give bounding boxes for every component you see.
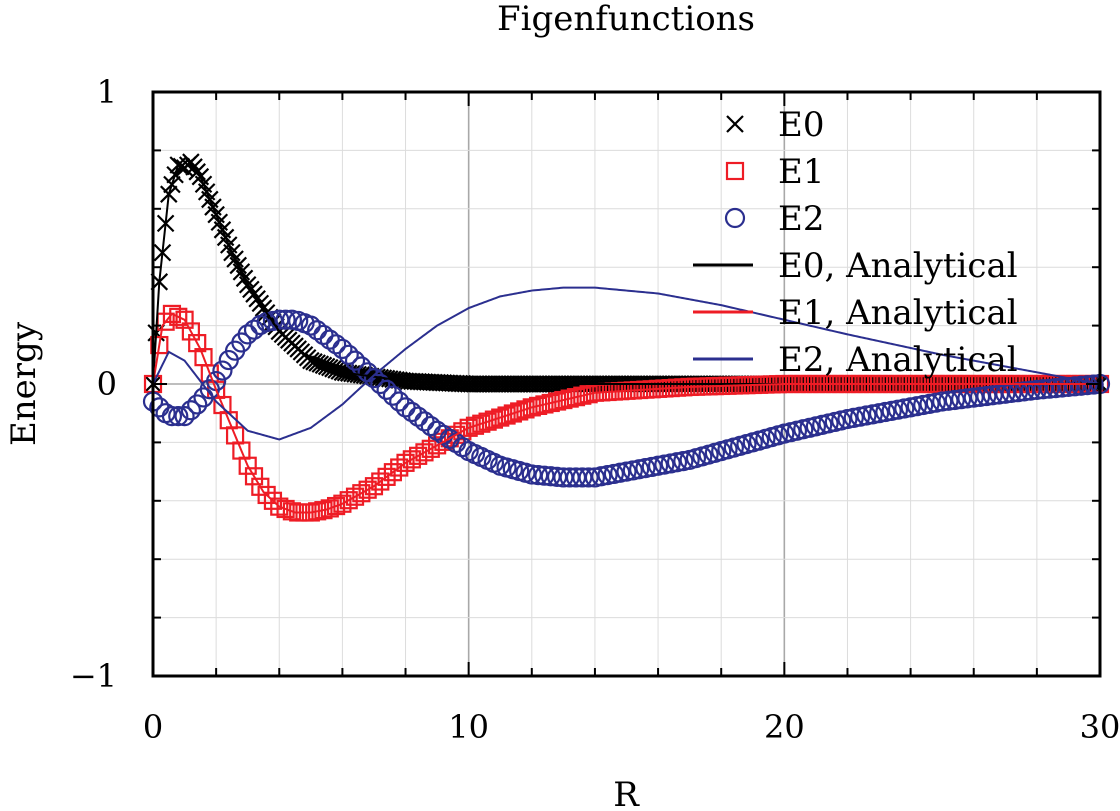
series-line-e1-analytical [152, 312, 1100, 514]
data-point-square-e1 [478, 412, 497, 431]
data-point-square-e1 [276, 499, 295, 519]
legend-swatch-marker [725, 161, 745, 181]
data-point-circle-e2 [389, 391, 410, 412]
data-point-circle-e2 [376, 379, 397, 400]
x-tick-label: 0 [143, 708, 163, 746]
legend: E0 E1 E2 E0, Analytical E1, Analytical E2, An… [693, 105, 1018, 380]
data-point-circle-e2 [1077, 375, 1098, 396]
data-point-circle-e2 [161, 406, 183, 427]
legend-label: E1 [778, 152, 824, 192]
legend-swatch-marker [726, 115, 744, 133]
data-point-square-e1 [535, 395, 554, 414]
data-point-square-e1 [554, 390, 573, 410]
series-e2-analytical [152, 286, 1101, 441]
data-point-circle-e2 [370, 373, 391, 395]
x-axis-label: R [613, 775, 640, 811]
legend-label: E2 [778, 199, 824, 239]
data-point-square-e1 [465, 416, 485, 435]
data-point-square-e1 [150, 335, 169, 355]
y-tick-label: −1 [70, 657, 117, 695]
data-point-square-e1 [459, 418, 478, 437]
data-point-square-e1 [326, 496, 346, 516]
data-point-circle-e2 [951, 389, 972, 410]
data-point-square-e1 [541, 393, 560, 413]
data-point-circle-e2 [325, 334, 347, 355]
legend-label: E2, Analytical [778, 340, 1018, 380]
y-tick-label: 0 [97, 365, 117, 403]
x-tick-label: 20 [764, 708, 805, 746]
y-tick-label: 1 [97, 73, 117, 111]
data-point-square-e1 [383, 463, 403, 482]
data-point-square-e1 [573, 386, 592, 405]
data-point-square-e1 [320, 499, 339, 518]
data-point-circle-e2 [1014, 381, 1035, 402]
data-point-square-e1 [270, 497, 289, 516]
data-point-square-e1 [547, 392, 567, 411]
series-layer [142, 153, 1111, 522]
series-e2 [142, 309, 1111, 488]
data-point-circle-e2 [969, 386, 991, 407]
data-point-square-e1 [282, 502, 301, 521]
legend-label: E0, Analytical [778, 246, 1018, 286]
legend-swatch-marker [724, 207, 746, 229]
data-point-square-e1 [175, 310, 194, 329]
data-point-square-e1 [491, 408, 510, 427]
data-point-circle-e2 [1020, 380, 1041, 401]
data-point-square-e1 [497, 406, 516, 425]
data-point-square-e1 [188, 334, 207, 353]
data-point-square-e1 [181, 322, 200, 341]
data-point-circle-e2 [187, 394, 208, 415]
data-point-circle-e2 [168, 406, 189, 427]
legend-label: E1, Analytical [778, 293, 1018, 333]
data-point-square-e1 [364, 477, 384, 496]
data-point-circle-e2 [382, 385, 404, 406]
x-tick-label: 30 [1080, 708, 1120, 746]
data-point-circle-e2 [212, 360, 233, 381]
data-point-circle-e2 [338, 344, 359, 365]
data-point-circle-e2 [963, 387, 984, 408]
series-line-e2-analytical [152, 286, 1101, 441]
data-point-circle-e2 [932, 391, 953, 412]
data-point-square-e1 [516, 400, 535, 419]
data-point-square-e1 [579, 385, 598, 404]
data-point-square-e1 [314, 501, 333, 520]
chart-title: Figenfunctions [497, 0, 755, 39]
data-point-circle-e2 [180, 400, 201, 421]
data-point-square-e1 [566, 388, 586, 407]
data-point-circle-e2 [275, 309, 296, 330]
data-point-square-e1 [377, 467, 396, 486]
data-point-square-e1 [371, 472, 390, 491]
data-point-square-e1 [510, 402, 529, 421]
ticks: 0 10 20 30 −1 0 1 [70, 73, 1120, 746]
data-point-circle-e2 [578, 467, 599, 488]
data-point-square-e1 [308, 502, 327, 521]
data-point-square-e1 [484, 410, 504, 429]
data-point-circle-e2 [344, 350, 366, 371]
data-point-circle-e2 [938, 390, 959, 411]
data-point-circle-e2 [944, 389, 965, 411]
series-e1-analytical [152, 312, 1100, 514]
data-point-square-e1 [472, 414, 491, 433]
data-point-circle-e2 [957, 388, 978, 409]
legend-label: E0 [778, 105, 824, 145]
x-tick-label: 10 [448, 708, 489, 746]
data-point-square-e1 [560, 389, 579, 408]
y-axis-label: Energy [4, 321, 44, 446]
data-point-square-e1 [257, 485, 276, 505]
data-point-circle-e2 [982, 385, 1003, 406]
data-point-circle-e2 [174, 406, 195, 427]
data-point-square-e1 [162, 304, 182, 324]
data-point-square-e1 [522, 398, 541, 417]
data-point-square-e1 [503, 404, 522, 423]
data-point-circle-e2 [332, 338, 353, 360]
data-point-square-e1 [238, 456, 257, 475]
data-point-square-e1 [244, 467, 264, 486]
data-point-circle-e2 [976, 385, 997, 407]
data-point-square-e1 [529, 396, 548, 415]
data-point-circle-e2 [988, 384, 1010, 405]
